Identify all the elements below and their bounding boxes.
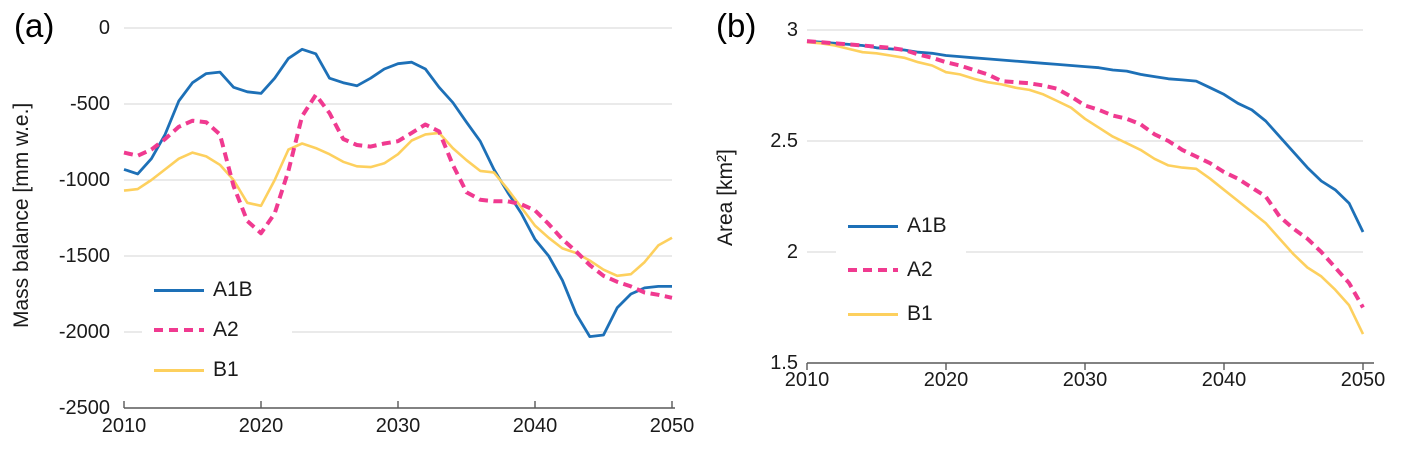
x-tick-label: 2020 xyxy=(238,415,284,437)
b1-line-swatch-icon xyxy=(154,368,204,372)
legend-item-b1: B1 xyxy=(142,350,292,390)
a1b-line-swatch-icon xyxy=(154,288,204,292)
x-tick-label: 2050 xyxy=(1340,369,1386,391)
legend-label-b1: B1 xyxy=(907,302,933,325)
y-tick-label: -1500 xyxy=(58,245,110,267)
y-tick-label: 2 xyxy=(786,241,798,263)
legend-label-a2: A2 xyxy=(907,258,933,281)
y-tick-label: 2.5 xyxy=(770,130,798,152)
legend-chart-a: A1B A2 B1 xyxy=(142,270,292,390)
panel-label-a: (a) xyxy=(14,7,55,44)
legend-item-b1: B1 xyxy=(836,292,966,336)
y-tick-label: -1000 xyxy=(58,169,110,191)
b1-line-swatch-icon xyxy=(848,312,898,316)
y-axis-title-mass-balance: Mass balance [mm w.e.] xyxy=(10,102,33,328)
series-line-b1 xyxy=(123,131,673,278)
x-tick-label: 2050 xyxy=(649,415,695,437)
y-tick-label: 0 xyxy=(98,17,110,39)
legend-item-a2: A2 xyxy=(142,310,292,350)
series-line-a2 xyxy=(806,39,1365,309)
y-tick-label: 1.5 xyxy=(770,352,798,374)
series-line-b1 xyxy=(806,40,1365,335)
x-tick-label: 2040 xyxy=(512,415,558,437)
x-tick-label: 2030 xyxy=(1062,369,1108,391)
series-line-a1b xyxy=(123,47,672,339)
a1b-line-swatch-icon xyxy=(848,224,898,228)
a2-dashed-line-swatch-icon xyxy=(154,328,204,332)
a2-dashed-line-swatch-icon xyxy=(848,268,898,272)
legend-label-a2: A2 xyxy=(213,318,239,341)
y-axis-title-area: Area [km²] xyxy=(714,149,737,246)
x-tick-label: 2020 xyxy=(923,369,969,391)
y-tick-label: 3 xyxy=(786,19,798,41)
legend-label-a1b: A1B xyxy=(213,278,253,301)
legend-item-a1b: A1B xyxy=(836,204,966,248)
series-line-a2 xyxy=(123,92,673,300)
x-tick-label: 2010 xyxy=(101,415,147,437)
legend-item-a2: A2 xyxy=(836,248,966,292)
legend-chart-b: A1B A2 B1 xyxy=(836,204,966,336)
x-tick-label: 2010 xyxy=(784,369,830,391)
legend-item-a1b: A1B xyxy=(142,270,292,310)
legend-label-a1b: A1B xyxy=(907,214,947,237)
legend-label-b1: B1 xyxy=(213,358,239,381)
panel-label-b: (b) xyxy=(716,7,757,44)
y-tick-label: -2500 xyxy=(58,397,110,419)
x-tick-label: 2030 xyxy=(375,415,421,437)
y-tick-label: -2000 xyxy=(58,321,110,343)
y-tick-label: -500 xyxy=(69,93,110,115)
x-tick-label: 2040 xyxy=(1201,369,1247,391)
